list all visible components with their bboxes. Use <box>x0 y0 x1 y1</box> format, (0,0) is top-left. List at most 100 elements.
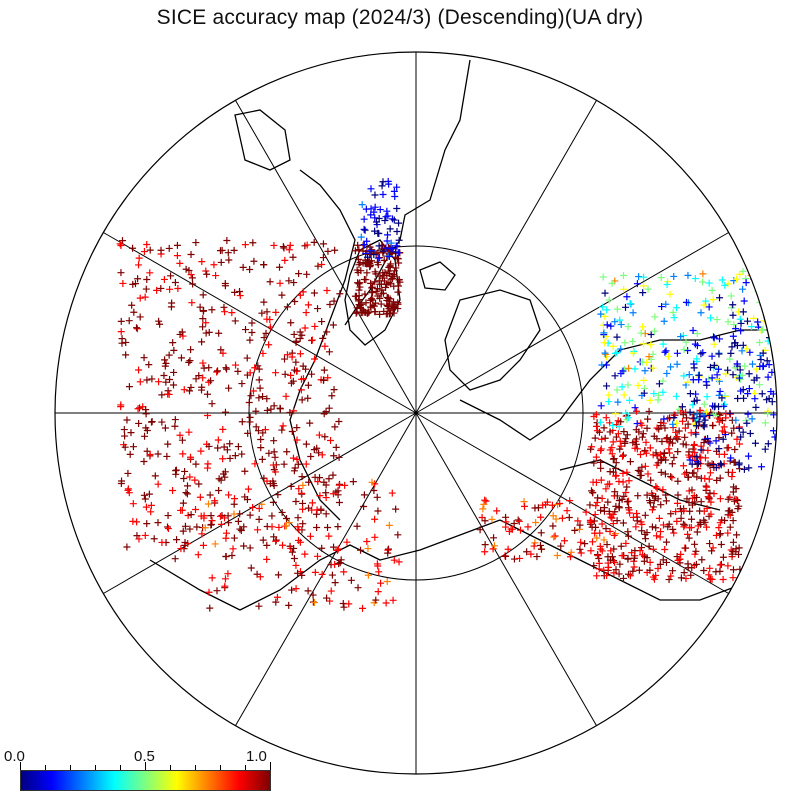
plus-marker <box>361 290 369 298</box>
plus-marker <box>603 541 611 549</box>
plus-marker <box>176 431 184 439</box>
plus-marker <box>629 439 637 447</box>
plus-marker <box>357 304 365 312</box>
plus-marker <box>230 534 238 542</box>
plus-marker <box>354 297 362 305</box>
plus-marker <box>128 301 136 309</box>
plus-marker <box>121 432 129 440</box>
plus-marker <box>691 420 699 428</box>
plus-marker <box>611 488 619 496</box>
plus-marker <box>715 350 723 358</box>
plus-marker <box>510 519 518 527</box>
plus-marker <box>375 568 383 576</box>
plus-marker <box>739 308 747 316</box>
plus-marker <box>612 502 620 510</box>
plus-marker <box>665 576 673 584</box>
plus-marker <box>687 571 695 579</box>
plus-marker <box>626 396 634 404</box>
plus-marker <box>659 340 667 348</box>
plus-marker <box>590 459 598 467</box>
plus-marker <box>656 533 664 541</box>
plus-marker <box>157 246 165 254</box>
plus-marker <box>309 591 317 599</box>
plus-marker <box>299 505 307 513</box>
plus-marker <box>320 410 328 418</box>
plus-marker <box>574 517 582 525</box>
plus-marker <box>337 556 345 564</box>
plus-marker <box>263 395 271 403</box>
plus-marker <box>531 539 539 547</box>
plus-marker <box>161 356 169 364</box>
plus-marker <box>270 402 278 410</box>
plus-marker <box>697 520 705 528</box>
plus-marker <box>674 448 682 456</box>
plus-marker <box>619 478 627 486</box>
plus-marker <box>617 542 625 550</box>
plus-marker <box>663 281 671 289</box>
plus-marker <box>290 407 298 415</box>
plus-marker <box>537 513 545 521</box>
plus-marker <box>672 508 680 516</box>
plus-marker <box>183 490 191 498</box>
plus-marker <box>739 341 747 349</box>
plus-marker <box>654 452 662 460</box>
plus-marker <box>753 374 761 382</box>
plus-marker <box>716 519 724 527</box>
plus-marker <box>642 438 650 446</box>
plus-marker <box>767 388 775 396</box>
plus-marker <box>376 206 384 214</box>
plus-marker <box>268 523 276 531</box>
plus-marker <box>260 261 268 269</box>
plus-marker <box>740 465 748 473</box>
plus-marker <box>609 422 617 430</box>
plus-marker <box>712 531 720 539</box>
plus-marker <box>142 503 150 511</box>
plus-marker <box>265 341 273 349</box>
plus-marker <box>313 524 321 532</box>
plus-marker <box>536 541 544 549</box>
plus-marker <box>660 317 668 325</box>
plus-marker <box>199 315 207 323</box>
plus-marker <box>729 332 737 340</box>
plus-marker <box>170 346 178 354</box>
plus-marker <box>276 263 284 271</box>
plus-marker <box>700 400 708 408</box>
plus-marker <box>710 340 718 348</box>
plus-marker <box>354 279 362 287</box>
plus-marker <box>281 370 289 378</box>
plus-marker <box>645 353 653 361</box>
plus-marker <box>626 299 634 307</box>
plus-marker <box>169 339 177 347</box>
plus-marker <box>605 391 613 399</box>
plus-marker <box>705 571 713 579</box>
plus-marker <box>278 426 286 434</box>
plus-marker <box>229 545 237 553</box>
plus-marker <box>199 307 207 315</box>
plus-marker <box>208 306 216 314</box>
plus-marker <box>331 560 339 568</box>
plus-marker <box>612 410 620 418</box>
plus-marker <box>184 511 192 519</box>
plus-marker <box>356 283 364 291</box>
plus-marker <box>668 474 676 482</box>
plus-marker <box>669 525 677 533</box>
plus-marker <box>735 459 743 467</box>
plus-marker <box>596 542 604 550</box>
plus-marker <box>728 468 736 476</box>
plus-marker <box>345 600 353 608</box>
plus-marker <box>613 386 621 394</box>
plus-marker <box>616 437 624 445</box>
plus-marker <box>695 418 703 426</box>
plus-marker <box>702 378 710 386</box>
plus-marker <box>641 367 649 375</box>
plus-marker <box>362 205 370 213</box>
colorbar-min-label: 0.0 <box>4 748 25 765</box>
plus-marker <box>695 371 703 379</box>
plus-marker <box>641 530 649 538</box>
plus-marker <box>260 334 268 342</box>
plus-marker <box>759 363 767 371</box>
plus-marker <box>765 394 773 402</box>
plus-marker <box>390 298 398 306</box>
plus-marker <box>601 349 609 357</box>
plus-marker <box>315 431 323 439</box>
